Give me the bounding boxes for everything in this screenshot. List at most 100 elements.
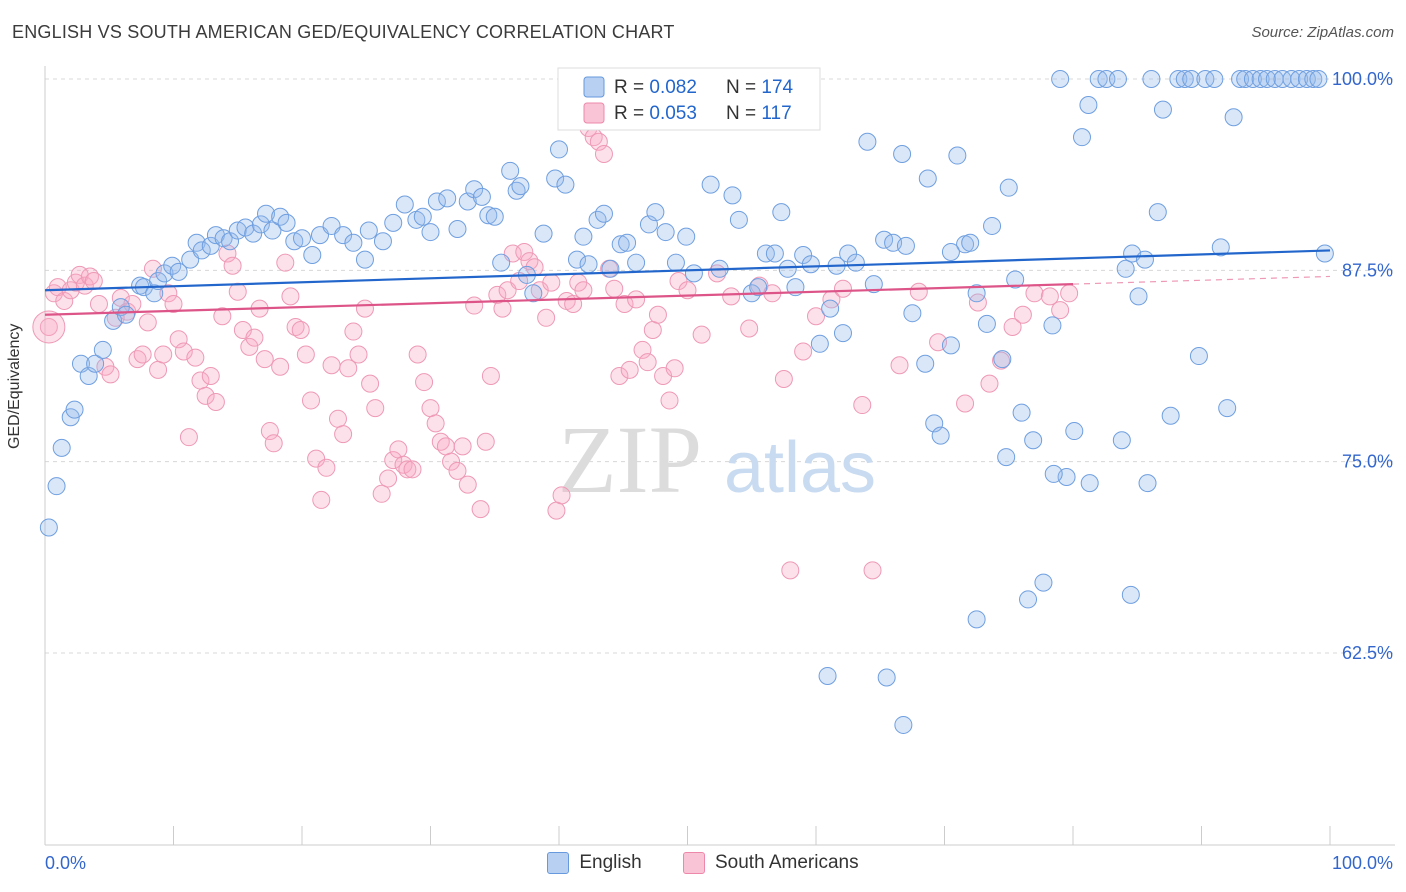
x-tick-label-0: 0.0%: [45, 853, 86, 873]
point-english-159: [1290, 70, 1309, 88]
point-english-95: [810, 334, 829, 353]
trend-south-americans-extension: [1072, 275, 1331, 285]
point-south-95: [547, 501, 566, 520]
svg-text:N = 174: N = 174: [726, 77, 794, 98]
point-south-120: [692, 325, 711, 344]
point-english-57: [492, 253, 511, 272]
point-south-139: [980, 374, 999, 393]
y-tick-label-3: 100.0%: [1332, 69, 1393, 89]
point-english-93: [794, 246, 813, 265]
point-south-127: [781, 561, 800, 580]
point-english-138: [1142, 70, 1161, 88]
point-south-72: [421, 399, 440, 418]
point-english-36: [303, 246, 322, 265]
point-english-149: [1218, 399, 1237, 418]
point-english-161: [1304, 70, 1323, 88]
point-south-18: [133, 345, 152, 364]
legend-r-label-south: R =: [614, 103, 649, 124]
point-english-102: [864, 275, 883, 294]
point-english-67: [567, 250, 586, 269]
point-south-131: [833, 279, 852, 298]
legend-swatch-english: [583, 76, 605, 98]
point-english-170: [1019, 590, 1038, 609]
point-south-76: [442, 452, 461, 471]
point-english-133: [1108, 70, 1127, 88]
point-english-94: [801, 255, 820, 274]
point-english-101: [858, 132, 877, 151]
legend-label-south-americans: South Americans: [714, 852, 859, 873]
point-south-33: [213, 307, 232, 326]
point-english-164: [818, 666, 837, 685]
series-south-americans: [32, 118, 1079, 580]
point-south-39: [245, 328, 264, 347]
point-english-62: [524, 284, 543, 303]
point-english-31: [263, 221, 282, 240]
point-south-27: [179, 428, 198, 447]
point-south-36: [228, 282, 247, 301]
legend-r-value-south: 0.053: [649, 103, 697, 124]
point-english-106: [896, 236, 915, 255]
point-south-78: [453, 437, 472, 456]
source-credit: Source: ZipAtlas.com: [1251, 24, 1394, 41]
point-english-75: [627, 253, 646, 272]
point-south-118: [669, 272, 688, 291]
point-english-122: [1012, 403, 1031, 422]
point-english-63: [534, 224, 553, 243]
point-english-33: [277, 213, 296, 232]
point-south-32: [206, 392, 225, 411]
point-english-2: [52, 438, 71, 457]
point-english-56: [485, 207, 504, 226]
legend-swatch-south-bottom: [682, 852, 705, 874]
point-south-113: [643, 321, 662, 340]
point-english-121: [1006, 270, 1025, 289]
legend-item-south-americans[interactable]: South Americans: [682, 852, 859, 874]
point-south-58: [344, 322, 363, 341]
point-english-55: [479, 206, 498, 225]
legend-item-english[interactable]: English: [547, 852, 642, 874]
point-south-44: [271, 357, 290, 376]
point-south-19: [138, 313, 157, 332]
point-south-123: [740, 319, 759, 338]
point-english-163: [1315, 244, 1334, 263]
point-south-large: [32, 310, 66, 344]
point-english-165: [877, 668, 896, 687]
point-south-146: [1060, 284, 1079, 303]
point-english-167: [941, 242, 960, 261]
point-english-148: [1211, 238, 1230, 257]
point-english-66: [556, 175, 575, 194]
trend-lines: [44, 249, 1331, 316]
point-south-12: [101, 365, 120, 384]
point-english-11: [116, 305, 135, 324]
point-english-137: [1135, 250, 1154, 269]
point-south-109: [620, 360, 639, 379]
legend-n-label-english: N =: [726, 77, 761, 98]
point-english-29: [251, 215, 270, 234]
point-english-112: [941, 336, 960, 355]
point-south-128: [794, 342, 813, 361]
point-english-111: [931, 426, 950, 445]
legend-r-label-english: R =: [614, 77, 649, 98]
point-english-68: [574, 227, 593, 246]
stats-legend: R = 0.082 N = 174 R = 0.053 N = 117: [557, 67, 821, 131]
point-english-4: [65, 400, 84, 419]
point-english-168: [967, 610, 986, 629]
point-south-93: [537, 308, 556, 327]
point-south-143: [1025, 284, 1044, 303]
point-south-9: [84, 272, 103, 291]
point-south-79: [458, 475, 477, 494]
point-south-24: [164, 295, 183, 314]
point-english-47: [413, 207, 432, 226]
point-south-94: [542, 273, 561, 292]
point-south-114: [648, 305, 667, 324]
point-south-138: [968, 293, 987, 312]
point-south-126: [774, 370, 793, 389]
point-english-142: [1169, 70, 1188, 88]
point-south-55: [328, 409, 347, 428]
point-south-100: [574, 281, 593, 300]
point-english-42: [359, 221, 378, 240]
point-english-77: [646, 203, 665, 222]
point-english-89: [765, 244, 784, 263]
point-south-61: [361, 374, 380, 393]
point-south-85: [493, 299, 512, 318]
point-english-153: [1243, 70, 1262, 88]
